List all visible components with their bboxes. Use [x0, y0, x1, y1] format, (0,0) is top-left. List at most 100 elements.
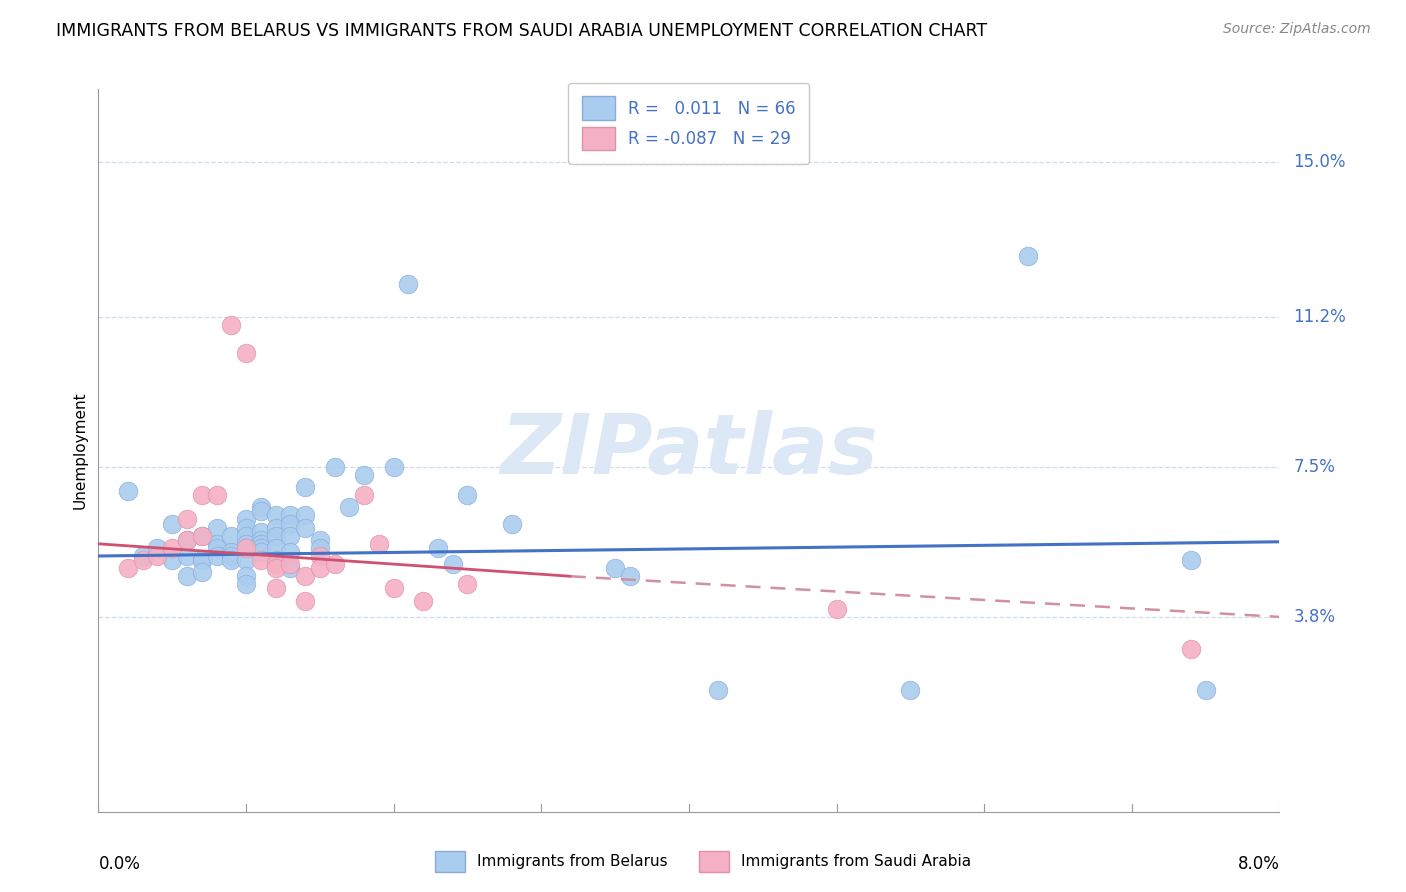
Point	[1018, 249, 1040, 263]
Point	[146, 549, 169, 563]
Point	[191, 529, 214, 543]
Text: ZIPatlas: ZIPatlas	[501, 410, 877, 491]
Point	[235, 541, 257, 555]
Point	[457, 488, 479, 502]
Point	[235, 553, 257, 567]
Point	[117, 561, 139, 575]
Point	[235, 512, 257, 526]
Point	[294, 593, 316, 607]
Point	[323, 557, 346, 571]
Y-axis label: Unemployment: Unemployment	[72, 392, 87, 509]
Point	[146, 541, 169, 555]
Point	[368, 537, 391, 551]
Point	[339, 500, 361, 515]
Point	[382, 582, 405, 596]
Point	[235, 541, 257, 555]
Point	[205, 541, 228, 555]
Point	[264, 553, 287, 567]
Point	[294, 480, 316, 494]
Point	[250, 537, 273, 551]
Point	[191, 488, 214, 502]
Point	[221, 553, 243, 567]
Point	[191, 553, 214, 567]
Point	[280, 529, 302, 543]
Point	[412, 593, 434, 607]
Point	[132, 549, 155, 563]
Point	[605, 561, 627, 575]
Legend: Immigrants from Belarus, Immigrants from Saudi Arabia: Immigrants from Belarus, Immigrants from…	[427, 843, 979, 880]
Point	[900, 682, 922, 697]
Point	[264, 561, 287, 575]
Point	[309, 533, 332, 547]
Point	[457, 577, 479, 591]
Point	[221, 529, 243, 543]
Text: 11.2%: 11.2%	[1294, 308, 1346, 326]
Point	[205, 537, 228, 551]
Point	[1180, 553, 1202, 567]
Text: 0.0%: 0.0%	[98, 855, 141, 873]
Point	[250, 545, 273, 559]
Point	[176, 549, 198, 563]
Point	[264, 541, 287, 555]
Point	[250, 504, 273, 518]
Point	[323, 459, 346, 474]
Point	[176, 569, 198, 583]
Point	[619, 569, 641, 583]
Point	[191, 529, 214, 543]
Point	[162, 516, 183, 531]
Point	[235, 520, 257, 534]
Point	[250, 541, 273, 555]
Point	[235, 529, 257, 543]
Point	[280, 508, 302, 523]
Point	[132, 553, 155, 567]
Point	[221, 549, 243, 563]
Point	[353, 488, 375, 502]
Point	[309, 541, 332, 555]
Point	[250, 500, 273, 515]
Point	[280, 545, 302, 559]
Text: 15.0%: 15.0%	[1294, 153, 1346, 171]
Point	[707, 682, 730, 697]
Point	[235, 577, 257, 591]
Text: 7.5%: 7.5%	[1294, 458, 1336, 475]
Point	[280, 561, 302, 575]
Text: 8.0%: 8.0%	[1237, 855, 1279, 873]
Point	[221, 318, 243, 332]
Point	[309, 561, 332, 575]
Point	[1180, 642, 1202, 657]
Point	[221, 545, 243, 559]
Point	[205, 549, 228, 563]
Point	[264, 529, 287, 543]
Point	[162, 541, 183, 555]
Point	[250, 553, 273, 567]
Point	[162, 553, 183, 567]
Point	[235, 569, 257, 583]
Point	[235, 537, 257, 551]
Legend: R =   0.011   N = 66, R = -0.087   N = 29: R = 0.011 N = 66, R = -0.087 N = 29	[568, 83, 810, 163]
Point	[176, 512, 198, 526]
Point	[235, 346, 257, 360]
Point	[117, 484, 139, 499]
Point	[264, 508, 287, 523]
Point	[176, 533, 198, 547]
Point	[382, 459, 405, 474]
Point	[294, 520, 316, 534]
Point	[294, 508, 316, 523]
Point	[309, 549, 332, 563]
Point	[441, 557, 464, 571]
Point	[250, 533, 273, 547]
Point	[264, 582, 287, 596]
Point	[191, 566, 214, 580]
Point	[427, 541, 450, 555]
Point	[191, 553, 214, 567]
Point	[1195, 682, 1218, 697]
Point	[176, 533, 198, 547]
Point	[825, 601, 848, 615]
Point	[501, 516, 523, 531]
Point	[280, 516, 302, 531]
Point	[264, 557, 287, 571]
Text: Source: ZipAtlas.com: Source: ZipAtlas.com	[1223, 22, 1371, 37]
Point	[264, 520, 287, 534]
Text: IMMIGRANTS FROM BELARUS VS IMMIGRANTS FROM SAUDI ARABIA UNEMPLOYMENT CORRELATION: IMMIGRANTS FROM BELARUS VS IMMIGRANTS FR…	[56, 22, 987, 40]
Text: 3.8%: 3.8%	[1294, 607, 1336, 626]
